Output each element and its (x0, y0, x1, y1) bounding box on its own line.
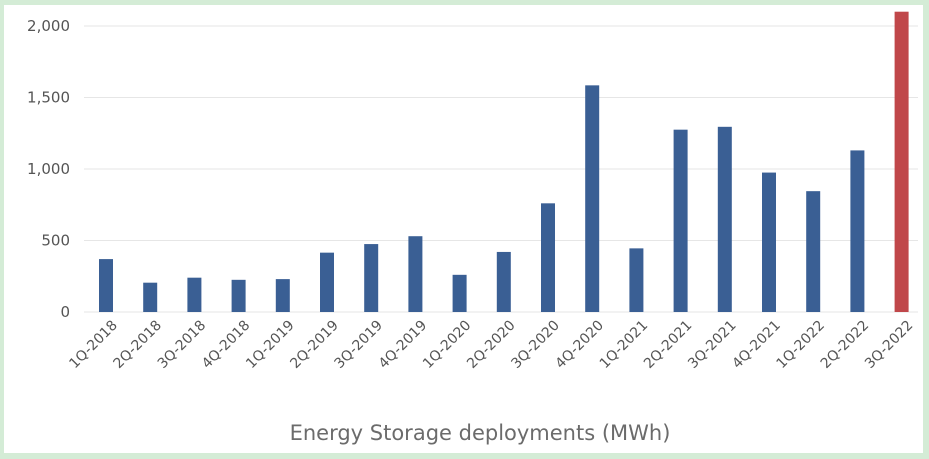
y-axis-ticks: 0 500 1,000 1,500 2,000 (27, 17, 70, 321)
bar-4Q-2018 (231, 279, 246, 312)
bar-1Q-2020 (452, 274, 467, 312)
x-axis-label: Energy Storage deployments (MWh) (290, 421, 671, 445)
bar-1Q-2018 (99, 259, 113, 312)
bar-2Q-2021 (673, 129, 688, 312)
bar-3Q-2021 (717, 126, 732, 312)
bar-4Q-2019 (408, 236, 423, 312)
y-tick-label: 1,500 (27, 89, 70, 107)
bar-2Q-2019 (320, 252, 334, 312)
x-tick-label: 3Q-2022 (862, 318, 916, 372)
bar-2Q-2022 (850, 150, 865, 312)
bar-1Q-2019 (275, 279, 290, 312)
bar-4Q-2020 (585, 85, 600, 312)
bar-1Q-2022 (806, 191, 821, 312)
bar-1Q-2021 (629, 248, 644, 312)
x-axis-ticks: 1Q-20182Q-20183Q-20184Q-20181Q-20192Q-20… (66, 318, 916, 372)
bar-2Q-2020 (496, 251, 511, 312)
gridlines (84, 25, 918, 313)
bar-2Q-2018 (143, 282, 158, 312)
bar-3Q-2018 (187, 277, 202, 312)
y-tick-label: 1,000 (27, 160, 70, 178)
bars (99, 11, 909, 312)
y-tick-label: 500 (41, 232, 70, 250)
y-tick-label: 0 (60, 303, 70, 321)
y-tick-label: 2,000 (27, 17, 70, 35)
bar-3Q-2022 (894, 11, 909, 312)
bar-4Q-2021 (762, 172, 776, 312)
bar-3Q-2020 (541, 203, 555, 312)
bar-3Q-2019 (364, 244, 379, 312)
